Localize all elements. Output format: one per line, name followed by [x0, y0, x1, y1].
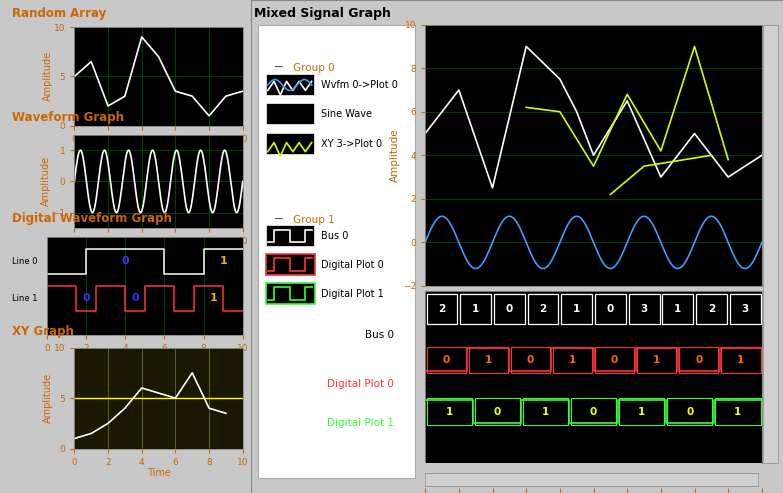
- Bar: [561, 294, 592, 324]
- X-axis label: Time: Time: [146, 247, 171, 258]
- Text: 1: 1: [485, 355, 492, 365]
- Bar: [266, 74, 315, 96]
- X-axis label: Time: Time: [146, 468, 171, 478]
- Text: ─: ─: [274, 213, 282, 226]
- Text: Bus 0: Bus 0: [321, 231, 348, 241]
- Text: 1: 1: [734, 407, 742, 417]
- Text: Group 1: Group 1: [293, 214, 334, 225]
- Bar: [266, 254, 315, 276]
- Text: 1: 1: [653, 355, 660, 365]
- Text: 2: 2: [438, 304, 446, 314]
- Text: Bus 0: Bus 0: [365, 330, 394, 340]
- Y-axis label: Amplitude: Amplitude: [390, 129, 400, 182]
- X-axis label: Time: Time: [133, 354, 157, 365]
- Bar: [266, 225, 315, 247]
- Text: XY 3->Plot 0: XY 3->Plot 0: [321, 139, 382, 149]
- Text: 0: 0: [121, 256, 129, 266]
- Bar: [696, 294, 727, 324]
- Text: 0: 0: [590, 407, 597, 417]
- Bar: [629, 294, 659, 324]
- Bar: [427, 294, 457, 324]
- Text: 1: 1: [573, 304, 580, 314]
- Bar: [595, 294, 626, 324]
- Text: Sine Wave: Sine Wave: [321, 109, 372, 119]
- Bar: [460, 294, 491, 324]
- Bar: [637, 347, 677, 373]
- Text: 1: 1: [210, 293, 217, 303]
- Text: Line 0: Line 0: [12, 257, 38, 266]
- Bar: [730, 294, 760, 324]
- Text: Digital Plot 0: Digital Plot 0: [327, 379, 394, 388]
- Text: ─: ─: [274, 61, 282, 74]
- Text: Digital Waveform Graph: Digital Waveform Graph: [12, 212, 171, 225]
- Bar: [662, 294, 693, 324]
- Text: 0: 0: [442, 355, 450, 365]
- Text: Waveform Graph: Waveform Graph: [12, 111, 124, 124]
- Text: 1: 1: [737, 355, 745, 365]
- Text: Wvfm 0->Plot 0: Wvfm 0->Plot 0: [321, 80, 398, 90]
- Y-axis label: Amplitude: Amplitude: [42, 373, 52, 423]
- Text: Group 0: Group 0: [293, 63, 334, 73]
- Text: 0: 0: [611, 355, 619, 365]
- Bar: [571, 398, 616, 425]
- Text: 0: 0: [695, 355, 702, 365]
- Text: Digital Plot 0: Digital Plot 0: [321, 260, 384, 270]
- Text: Random Array: Random Array: [12, 7, 106, 20]
- Text: 2: 2: [708, 304, 715, 314]
- Text: 1: 1: [542, 407, 549, 417]
- Bar: [667, 398, 713, 425]
- Text: 0: 0: [494, 407, 501, 417]
- Text: Digital Plot 1: Digital Plot 1: [327, 418, 394, 427]
- Text: 1: 1: [219, 256, 227, 266]
- Text: 3: 3: [742, 304, 749, 314]
- Text: 0: 0: [527, 355, 534, 365]
- Bar: [715, 398, 760, 425]
- Text: 0: 0: [82, 293, 90, 303]
- Bar: [474, 398, 520, 425]
- Bar: [619, 398, 664, 425]
- Text: 1: 1: [638, 407, 645, 417]
- Text: 0: 0: [607, 304, 614, 314]
- Bar: [266, 282, 315, 305]
- Text: Mixed Signal Graph: Mixed Signal Graph: [254, 7, 392, 20]
- Bar: [528, 294, 558, 324]
- Text: 0: 0: [506, 304, 513, 314]
- Y-axis label: Amplitude: Amplitude: [42, 51, 52, 102]
- Text: 3: 3: [640, 304, 648, 314]
- Y-axis label: Amplitude: Amplitude: [41, 156, 51, 207]
- Bar: [468, 347, 508, 373]
- Bar: [523, 398, 568, 425]
- Text: Line 1: Line 1: [12, 294, 38, 303]
- Text: 1: 1: [472, 304, 479, 314]
- Bar: [595, 347, 634, 373]
- Bar: [511, 347, 550, 373]
- Bar: [721, 347, 760, 373]
- Bar: [553, 347, 592, 373]
- Text: Digital Plot 1: Digital Plot 1: [321, 288, 384, 299]
- Text: 1: 1: [674, 304, 681, 314]
- Bar: [679, 347, 719, 373]
- Text: 0: 0: [686, 407, 693, 417]
- Bar: [427, 347, 466, 373]
- Text: 1: 1: [568, 355, 576, 365]
- Bar: [494, 294, 525, 324]
- Text: 0: 0: [132, 293, 139, 303]
- Text: 1: 1: [446, 407, 453, 417]
- Text: 2: 2: [539, 304, 547, 314]
- Text: XY Graph: XY Graph: [12, 325, 74, 338]
- Bar: [266, 133, 315, 155]
- X-axis label: Time: Time: [146, 145, 171, 155]
- Bar: [427, 398, 472, 425]
- Bar: [266, 103, 315, 125]
